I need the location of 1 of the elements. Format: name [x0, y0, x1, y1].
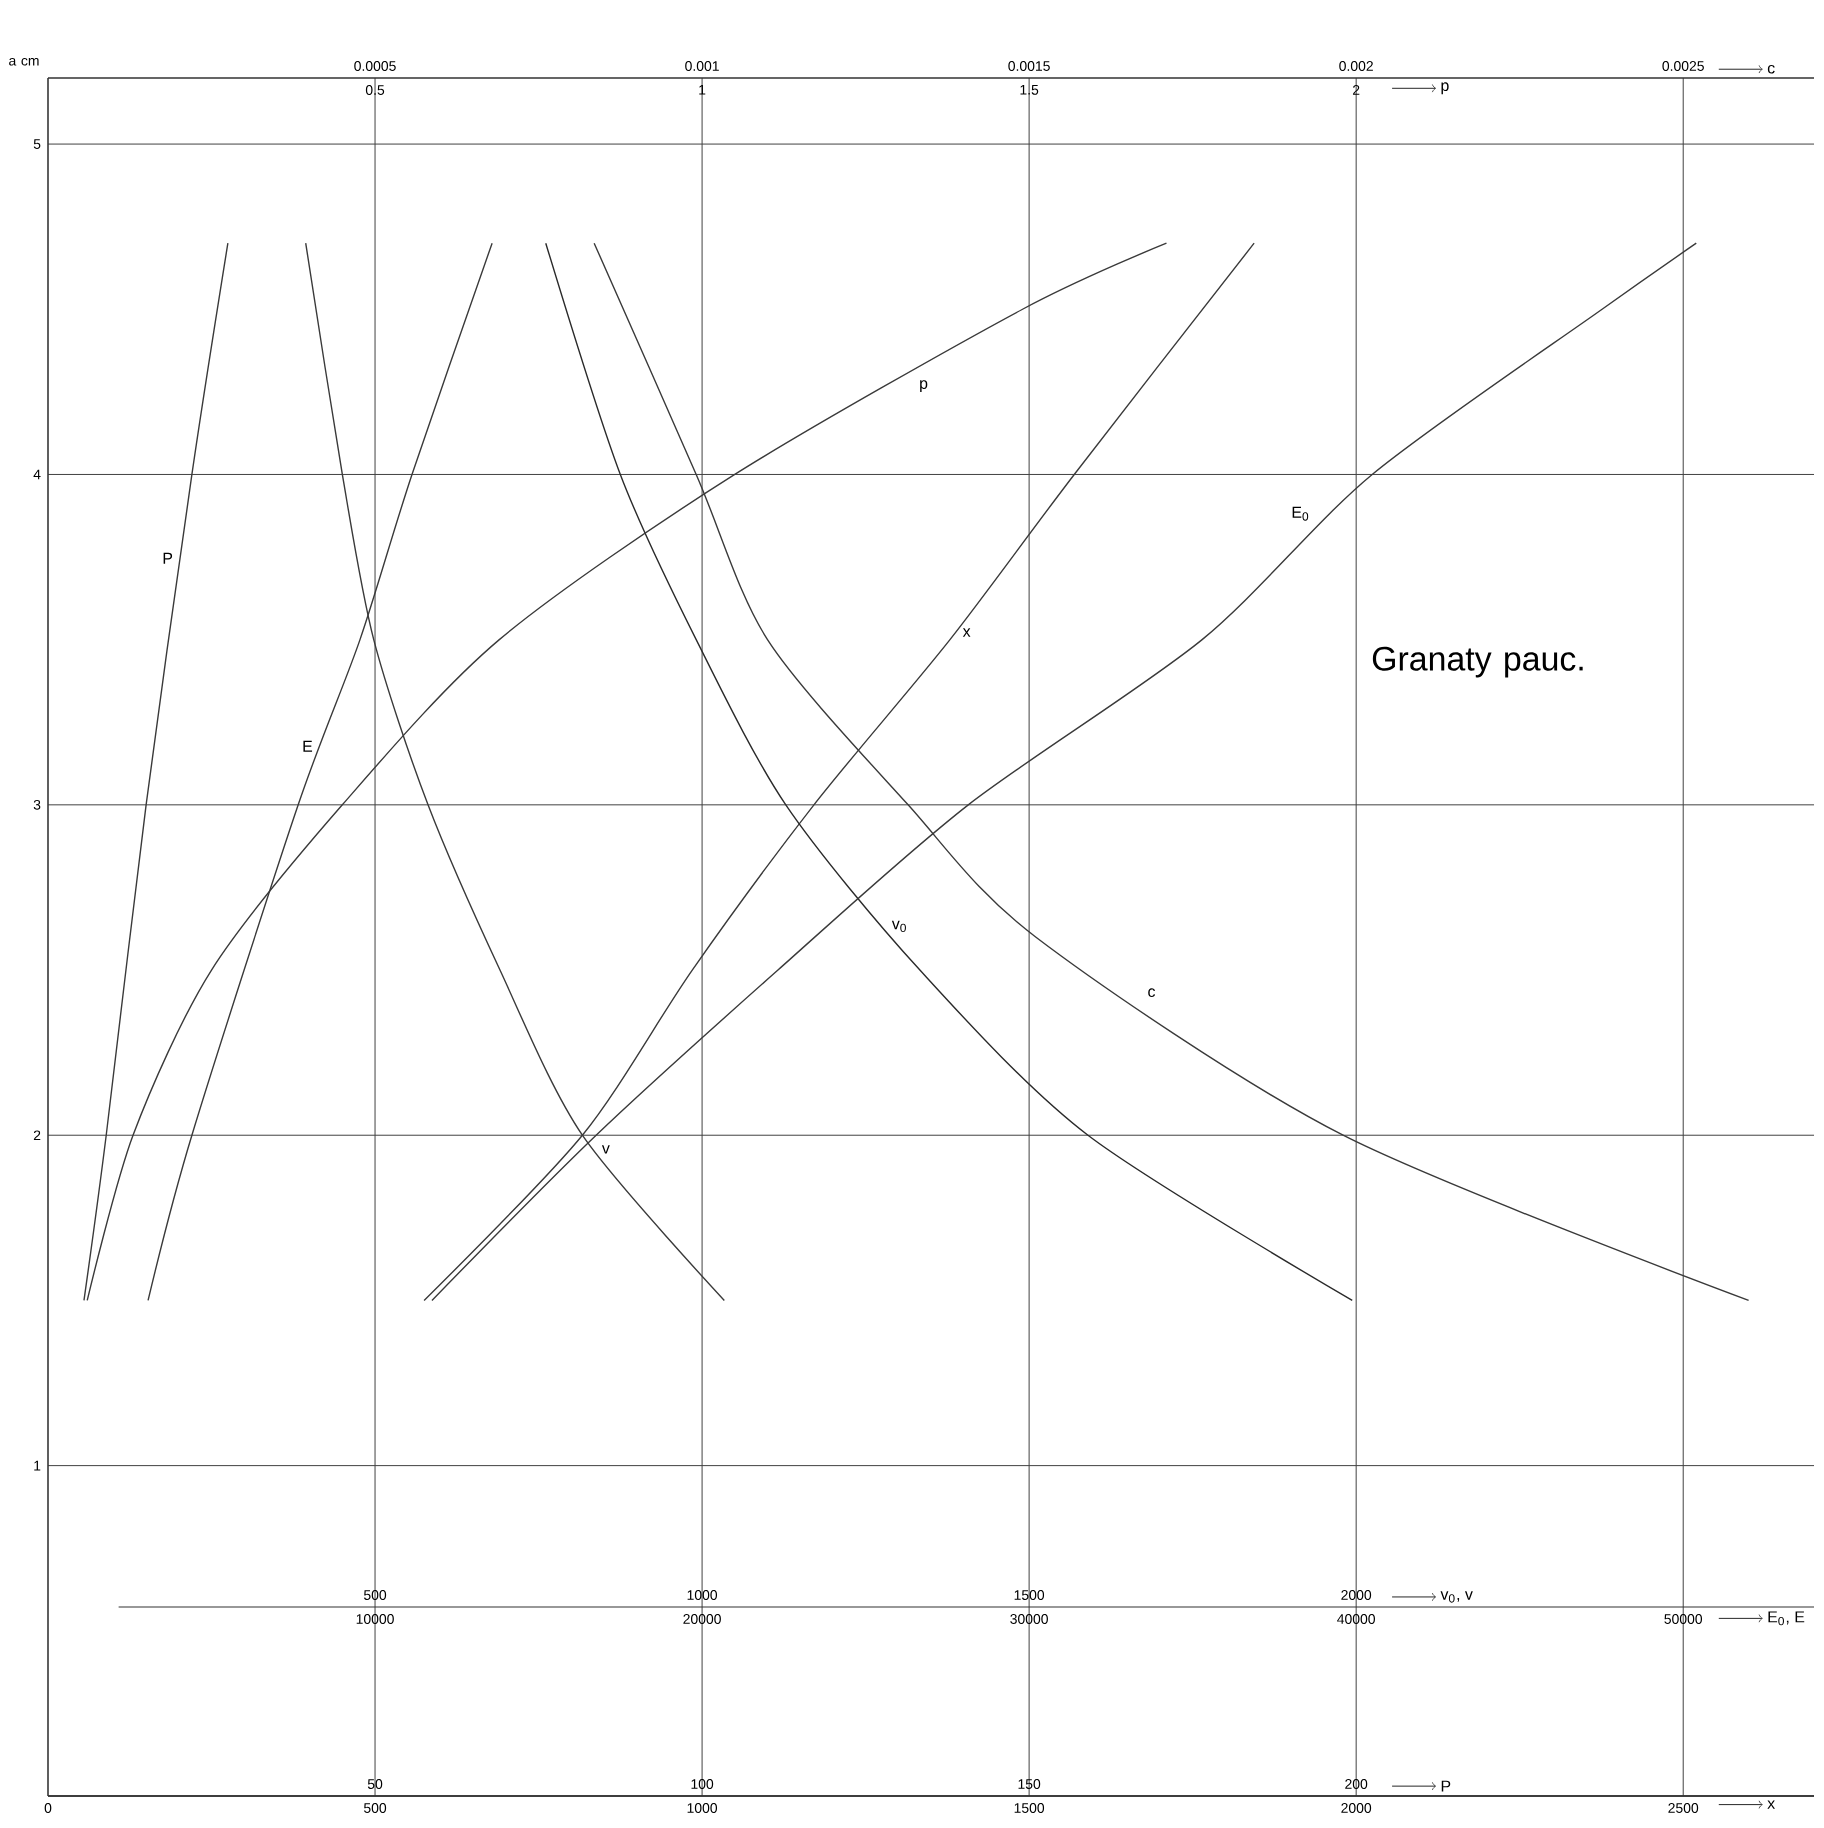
annotation: Granaty pauc.	[1372, 646, 1583, 678]
